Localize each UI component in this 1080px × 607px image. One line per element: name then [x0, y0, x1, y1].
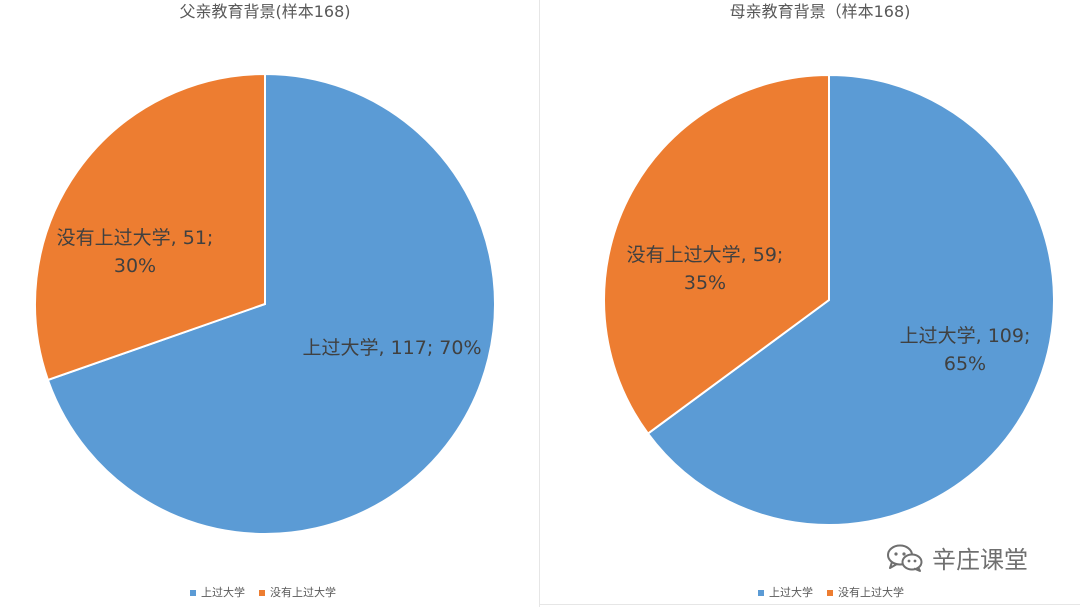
- pie-slice-mother-college: [646, 73, 1055, 526]
- data-label-mother-college: 上过大学, 109; 65%: [900, 325, 1031, 375]
- watermark: 辛庄课堂: [886, 540, 1028, 575]
- pie-slice-father-no-college: [34, 72, 266, 382]
- watermark-text: 辛庄课堂: [932, 546, 1028, 574]
- chart-title-mother: 母亲教育背景（样本168): [729, 2, 911, 21]
- data-label-father-college: 上过大学, 117; 70%: [302, 337, 481, 359]
- chart-title-father: 父亲教育背景(样本168): [179, 2, 351, 21]
- legend-label-college: 上过大学: [769, 586, 813, 599]
- pie-slice-mother-no-college: [603, 73, 830, 436]
- legend-swatch-no-college: [827, 590, 833, 596]
- legend-label-college: 上过大学: [201, 586, 245, 599]
- data-label-father-no-college: 没有上过大学, 51; 30%: [57, 227, 214, 277]
- legend-entry-no-college: 没有上过大学: [827, 586, 904, 600]
- legend-entry-no-college: 没有上过大学: [259, 586, 336, 600]
- pie-slice-father-college: [46, 72, 496, 535]
- legend-swatch-college: [190, 590, 196, 596]
- legend-entry-college: 上过大学: [190, 586, 245, 600]
- data-label-mother-no-college: 没有上过大学, 59; 35%: [627, 244, 784, 294]
- legend-father: 上过大学 没有上过大学: [190, 586, 350, 600]
- legend-mother: 上过大学 没有上过大学: [758, 586, 918, 600]
- legend-label-no-college: 没有上过大学: [270, 586, 336, 599]
- legend-label-no-college: 没有上过大学: [838, 586, 904, 599]
- legend-swatch-college: [758, 590, 764, 596]
- chart-border: [539, 604, 1080, 605]
- wechat-icon: [887, 544, 923, 572]
- legend-swatch-no-college: [259, 590, 265, 596]
- chart-divider: [539, 0, 540, 607]
- legend-entry-college: 上过大学: [758, 586, 813, 600]
